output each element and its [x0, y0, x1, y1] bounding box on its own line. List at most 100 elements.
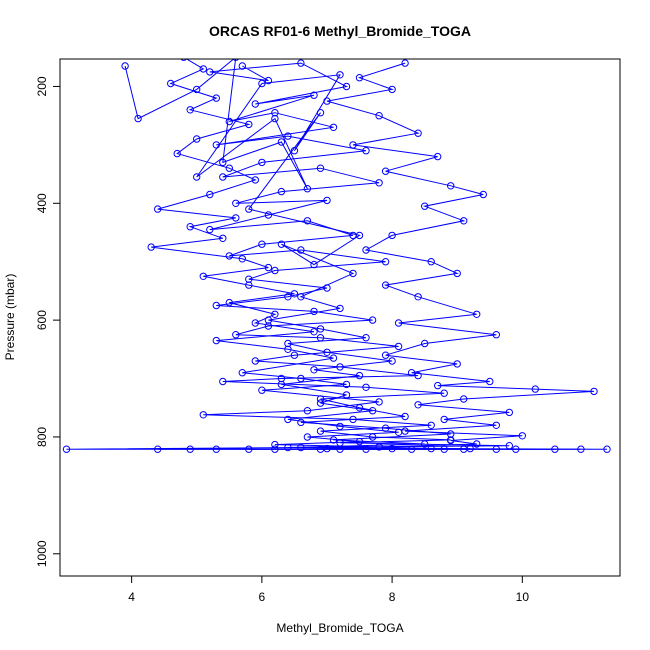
data-point — [421, 202, 429, 210]
data-point — [336, 422, 344, 431]
data-point — [277, 187, 286, 196]
data-point — [225, 252, 234, 260]
data-point — [206, 68, 214, 76]
data-point — [310, 307, 318, 316]
y-tick-label: 200 — [35, 76, 49, 96]
data-point — [245, 281, 253, 289]
data-point — [167, 79, 175, 88]
data-point — [271, 109, 279, 117]
data-point — [238, 62, 247, 70]
data-point — [323, 196, 331, 205]
data-point — [297, 246, 305, 254]
data-point — [258, 240, 266, 248]
data-point — [590, 387, 598, 396]
data-point — [303, 185, 312, 193]
data-point — [264, 322, 273, 330]
data-point — [362, 383, 370, 391]
data-point — [232, 59, 240, 61]
data-point — [440, 389, 448, 397]
data-point — [342, 391, 351, 399]
data-point — [297, 418, 305, 427]
data-point — [453, 360, 461, 368]
data-point — [512, 445, 520, 453]
data-point — [264, 263, 273, 272]
data-point — [251, 100, 260, 108]
data-point — [310, 260, 318, 269]
data-point — [297, 59, 305, 67]
data-point — [336, 71, 344, 79]
data-point — [284, 339, 292, 348]
data-point — [375, 443, 383, 451]
data-point — [284, 415, 292, 424]
data-point — [421, 339, 429, 348]
data-point — [434, 152, 442, 161]
data-point — [284, 132, 292, 140]
data-point — [388, 231, 396, 240]
y-tick-label: 800 — [35, 427, 49, 447]
data-point — [303, 217, 312, 225]
data-point — [473, 310, 481, 318]
data-point — [284, 345, 292, 353]
data-point — [349, 269, 357, 278]
data-point — [603, 445, 611, 453]
data-point — [219, 234, 227, 243]
data-point — [492, 331, 500, 339]
data-point — [193, 85, 201, 94]
data-point — [316, 325, 325, 333]
data-point — [238, 369, 247, 377]
data-point — [238, 255, 247, 263]
data-point — [453, 269, 461, 278]
data-point — [329, 354, 338, 362]
data-point — [251, 319, 260, 327]
series-1 — [206, 59, 559, 453]
data-point — [329, 123, 338, 132]
data-point — [368, 407, 377, 415]
data-point — [271, 114, 279, 123]
series-3 — [323, 59, 611, 453]
data-point — [362, 147, 370, 155]
plot-area — [62, 59, 611, 453]
data-point — [219, 377, 227, 386]
data-point — [310, 366, 318, 374]
data-point — [303, 433, 312, 441]
series-4 — [62, 59, 448, 453]
data-point — [225, 117, 234, 126]
data-point — [212, 94, 221, 102]
plot-frame — [59, 58, 621, 577]
data-point — [427, 421, 435, 429]
data-point — [245, 120, 253, 129]
data-point — [323, 348, 331, 356]
x-tick-label: 6 — [259, 590, 266, 604]
data-point — [342, 82, 351, 91]
data-point — [297, 293, 305, 301]
data-point — [316, 427, 325, 435]
data-point — [355, 231, 364, 240]
data-point — [264, 76, 273, 85]
data-point — [427, 258, 435, 266]
data-point — [206, 225, 214, 234]
data-point — [473, 440, 481, 448]
data-point — [349, 141, 357, 149]
data-point — [284, 293, 292, 301]
data-point — [251, 176, 260, 184]
data-point — [225, 298, 234, 307]
data-point — [460, 217, 468, 225]
data-point — [310, 328, 318, 336]
chart-title: ORCAS RF01-6 Methyl_Bromide_TOGA — [209, 23, 471, 39]
series-line — [66, 59, 445, 450]
data-point — [355, 371, 364, 380]
data-point — [193, 173, 201, 181]
data-point — [264, 316, 273, 324]
x-axis-label: Methyl_Bromide_TOGA — [276, 621, 403, 635]
data-point — [349, 415, 357, 424]
data-point — [505, 408, 513, 417]
data-point — [316, 399, 325, 407]
data-point — [368, 316, 377, 324]
data-point — [355, 74, 364, 82]
data-point — [186, 223, 194, 231]
data-point — [271, 310, 279, 318]
data-point — [362, 334, 370, 342]
x-tick-label: 4 — [128, 590, 135, 604]
data-point — [381, 281, 390, 289]
